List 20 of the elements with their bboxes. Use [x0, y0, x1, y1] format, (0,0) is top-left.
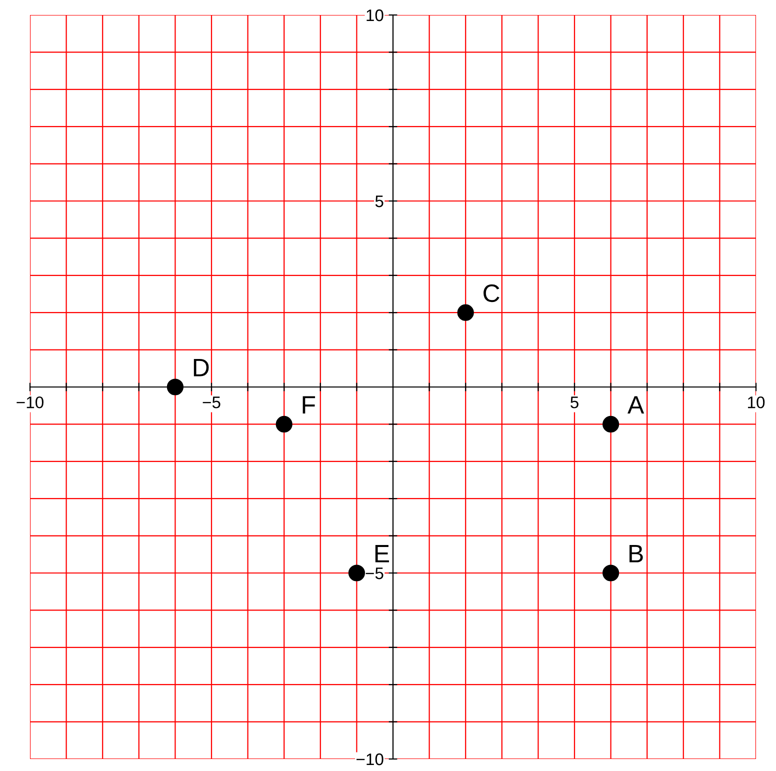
annotation: B [630, 545, 643, 562]
point [457, 304, 474, 321]
point [602, 416, 620, 432]
x-tick-label: −10 [16, 396, 44, 408]
point [348, 564, 365, 582]
point [602, 564, 620, 582]
annotation: C [484, 284, 500, 302]
annotation: F [302, 396, 316, 414]
y-tick-label: −5 [366, 568, 384, 580]
x-tick-label: −5 [202, 396, 220, 408]
x-tick-label: 5 [570, 396, 578, 408]
annotation: E [375, 545, 389, 562]
y-tick-label: 5 [375, 196, 384, 208]
point [276, 416, 292, 432]
x-tick-label: 10 [748, 396, 765, 408]
point [166, 378, 184, 396]
y-tick-label: −10 [356, 753, 384, 766]
y-tick-label: 10 [366, 9, 384, 22]
annotation: A [628, 396, 644, 414]
annotation: D [194, 359, 209, 376]
